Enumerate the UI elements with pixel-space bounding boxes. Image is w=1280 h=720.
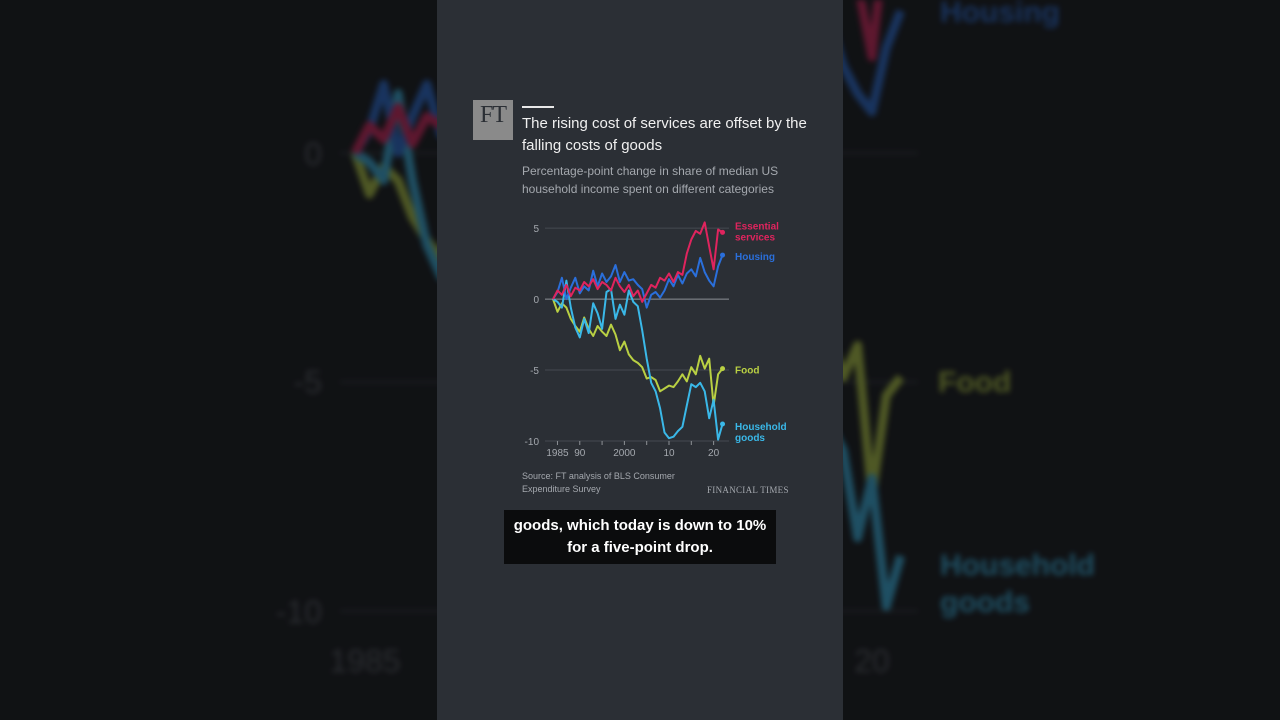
chart-source: Source: FT analysis of BLS Consumer Expe… [522,471,675,494]
y-tick-label: 5 [533,224,539,235]
bg-tick-1985: 1985 [329,643,400,679]
y-tick-label: 0 [533,295,539,306]
x-tick-label: 90 [574,448,586,459]
x-tick-label: 2000 [613,448,636,459]
series-label: Household [735,422,787,433]
chart-subtitle: Percentage-point change in share of medi… [522,164,779,196]
x-tick-label: 10 [663,448,675,459]
line-chart: 5 0 -5 -10 1985 90 2000 10 20 Food Householdgood… [525,221,787,459]
bg-label-household-2: goods [940,586,1030,619]
series-end-dot [720,421,726,427]
bg-tick-20: 20 [854,643,890,679]
caption-line-2: for a five-point drop. [567,539,713,556]
chart-title: The rising cost of services are offset b… [522,115,807,154]
ft-logo: FT [473,100,513,140]
y-tick-label: -10 [525,437,540,448]
series-end-dot [720,366,726,372]
series-line-food [552,298,724,407]
series-end-dot [720,229,726,235]
series-label: Food [735,366,759,377]
bg-label-household-1: Household [940,549,1095,582]
ft-brand: FINANCIAL TIMES [707,485,789,495]
caption-line-1: goods, which today is down to 10% [513,517,767,534]
series-end-dot [720,252,726,258]
subtitle-caption: goods, which today is down to 10% for a … [504,510,776,564]
series-label: Housing [735,252,775,263]
series-line-housing [552,254,724,309]
x-tick-label: 20 [708,448,720,459]
series-label: Essential [735,221,779,232]
y-tick-label: -5 [530,366,539,377]
series-line-household-goods [552,279,724,441]
bg-tick-minus5: -5 [294,364,322,400]
series-label: goods [735,433,765,444]
title-rule [522,106,554,108]
series-label: services [735,232,775,243]
bg-label-food: Food [938,366,1011,399]
x-tick-label: 1985 [546,448,569,459]
series-line-essential-services [552,221,724,303]
video-frame[interactable]: FT The rising cost of services are offse… [437,0,843,720]
bg-tick-minus10: -10 [276,594,322,630]
bg-tick-zero: 0 [304,136,322,172]
bg-label-housing: Housing [940,0,1060,29]
